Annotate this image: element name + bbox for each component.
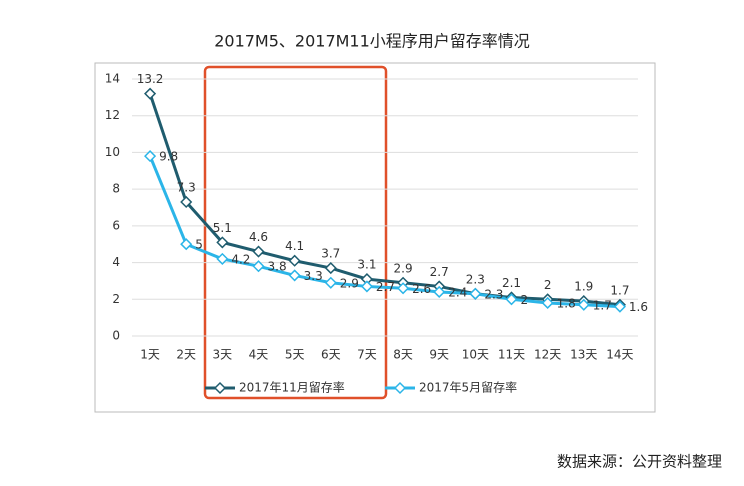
data-label: 5: [195, 238, 203, 252]
data-point: [433, 285, 446, 299]
data-point: [505, 293, 518, 306]
y-tick-label: 4: [112, 255, 120, 269]
data-label: 2: [521, 293, 529, 307]
data-point: [180, 238, 193, 251]
data-label: 3.1: [357, 258, 376, 272]
data-label: 9.8: [159, 150, 178, 164]
data-point: [252, 245, 265, 258]
data-label: 4.6: [249, 230, 268, 244]
data-point: [397, 282, 410, 295]
data-label: 1.7: [593, 298, 612, 312]
data-label: 7.3: [177, 180, 196, 194]
data-label: 1.6: [629, 300, 648, 314]
legend-label: 2017年5月留存率: [419, 380, 517, 395]
data-point: [613, 300, 626, 313]
data-label: 2.7: [430, 265, 449, 279]
series-line: [148, 155, 621, 309]
x-tick-label: 3天: [213, 348, 233, 362]
x-tick-label: 9天: [429, 348, 449, 362]
chart-frame: [94, 62, 656, 413]
data-label: 2.1: [502, 276, 521, 290]
data-point: [577, 298, 590, 311]
y-tick-label: 0: [112, 329, 120, 343]
data-label: 13.2: [137, 72, 164, 86]
data-point: [324, 262, 337, 275]
x-tick-label: 5天: [285, 348, 305, 362]
series-line: [148, 93, 621, 307]
y-tick-label: 12: [105, 108, 120, 122]
x-tick-label: 8天: [393, 348, 413, 362]
data-label: 2.6: [412, 282, 431, 296]
x-tick-label: 2天: [176, 348, 196, 362]
x-tick-label: 1天: [140, 348, 160, 362]
y-tick-label: 10: [105, 145, 120, 159]
legend-label: 2017年11月留存率: [239, 380, 345, 395]
x-tick-label: 10天: [462, 348, 489, 362]
data-label: 3.7: [321, 247, 340, 261]
data-point: [541, 296, 554, 310]
y-tick-label: 2: [112, 292, 120, 306]
x-tick-label: 12天: [534, 348, 561, 362]
x-tick-label: 11天: [498, 348, 525, 362]
data-point: [469, 287, 482, 300]
data-label: 5.1: [213, 221, 232, 235]
x-tick-label: 6天: [321, 348, 341, 362]
x-tick-label: 14天: [606, 348, 633, 362]
data-point: [144, 150, 157, 163]
data-label: 1.7: [610, 283, 629, 297]
data-label: 2.4: [448, 285, 467, 299]
x-tick-label: 7天: [357, 348, 377, 362]
legend-marker: [393, 381, 407, 395]
data-point: [216, 236, 229, 249]
data-label: 4.1: [285, 239, 304, 253]
data-label: 2.9: [394, 261, 413, 275]
y-tick-label: 6: [112, 218, 120, 232]
data-label: 2.9: [340, 276, 359, 290]
data-point: [144, 87, 157, 100]
data-label: 3.3: [304, 269, 323, 283]
source-note: 数据来源：公开资料整理: [557, 453, 722, 471]
x-tick-label: 13天: [570, 348, 597, 362]
highlight-box: [203, 65, 388, 400]
data-label: 2.7: [376, 280, 395, 294]
data-label: 1.9: [574, 280, 593, 294]
y-tick-label: 8: [112, 182, 120, 196]
data-label: 3.8: [268, 260, 287, 274]
data-label: 2.3: [466, 272, 485, 286]
data-label: 2: [544, 278, 552, 292]
data-point: [288, 254, 301, 267]
data-label: 1.8: [557, 296, 576, 310]
data-point: [288, 269, 301, 282]
data-label: 2.3: [484, 287, 503, 301]
data-point: [252, 260, 265, 273]
chart-title: 2017M5、2017M11小程序用户留存率情况: [214, 32, 530, 51]
data-point: [180, 195, 193, 209]
data-point: [360, 280, 373, 293]
legend-marker: [213, 381, 227, 395]
data-label: 4.2: [231, 252, 250, 266]
x-tick-label: 4天: [249, 348, 269, 362]
data-point: [324, 276, 337, 289]
y-tick-label: 14: [105, 72, 120, 86]
data-point: [216, 252, 229, 265]
